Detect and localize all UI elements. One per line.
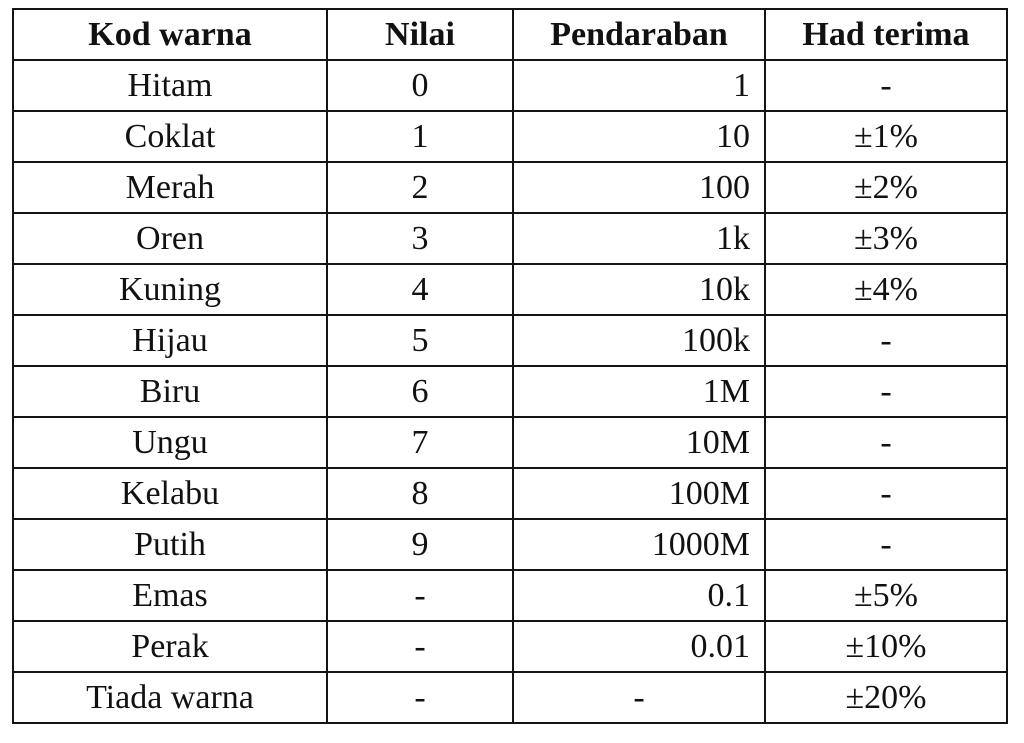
tolerance-cell: - [764, 59, 1008, 112]
color-name-cell: Hitam [12, 59, 328, 112]
column-header-had-terima: Had terima [764, 8, 1008, 61]
table-row: Ungu 7 10M - [12, 416, 1008, 469]
multiplier-cell: - [512, 671, 766, 724]
tolerance-cell: - [764, 467, 1008, 520]
table-row: Kelabu 8 100M - [12, 467, 1008, 520]
multiplier-cell: 1 [512, 59, 766, 112]
value-cell: 5 [326, 314, 514, 367]
color-name-cell: Tiada warna [12, 671, 328, 724]
tolerance-cell: ±10% [764, 620, 1008, 673]
multiplier-cell: 100 [512, 161, 766, 214]
value-cell: 8 [326, 467, 514, 520]
tolerance-cell: ±3% [764, 212, 1008, 265]
value-cell: 6 [326, 365, 514, 418]
multiplier-cell: 1M [512, 365, 766, 418]
color-name-cell: Coklat [12, 110, 328, 163]
color-name-cell: Ungu [12, 416, 328, 469]
color-name-cell: Oren [12, 212, 328, 265]
value-cell: 0 [326, 59, 514, 112]
table-row: Merah 2 100 ±2% [12, 161, 1008, 214]
table-row: Putih 9 1000M - [12, 518, 1008, 571]
table-row: Tiada warna - - ±20% [12, 671, 1008, 724]
table-row: Hitam 0 1 - [12, 59, 1008, 112]
value-cell: 2 [326, 161, 514, 214]
multiplier-cell: 100M [512, 467, 766, 520]
table-row: Hijau 5 100k - [12, 314, 1008, 367]
tolerance-cell: - [764, 518, 1008, 571]
value-cell: - [326, 620, 514, 673]
tolerance-cell: ±20% [764, 671, 1008, 724]
multiplier-cell: 10k [512, 263, 766, 316]
table-header: Kod warna Nilai Pendaraban Had terima [12, 8, 1008, 61]
resistor-color-code-table: Kod warna Nilai Pendaraban Had terima Hi… [12, 8, 1008, 724]
table-row: Biru 6 1M - [12, 365, 1008, 418]
table-row: Coklat 1 10 ±1% [12, 110, 1008, 163]
table-row: Emas - 0.1 ±5% [12, 569, 1008, 622]
tolerance-cell: - [764, 314, 1008, 367]
multiplier-cell: 10 [512, 110, 766, 163]
tolerance-cell: ±2% [764, 161, 1008, 214]
tolerance-cell: - [764, 365, 1008, 418]
color-name-cell: Emas [12, 569, 328, 622]
table-body: Hitam 0 1 - Coklat 1 10 ±1% Merah 2 100 … [12, 59, 1008, 724]
value-cell: - [326, 671, 514, 724]
table-row: Perak - 0.01 ±10% [12, 620, 1008, 673]
multiplier-cell: 1k [512, 212, 766, 265]
column-header-kod-warna: Kod warna [12, 8, 328, 61]
color-name-cell: Kelabu [12, 467, 328, 520]
tolerance-cell: ±1% [764, 110, 1008, 163]
tolerance-cell: ±4% [764, 263, 1008, 316]
color-name-cell: Perak [12, 620, 328, 673]
column-header-nilai: Nilai [326, 8, 514, 61]
column-header-pendaraban: Pendaraban [512, 8, 766, 61]
color-name-cell: Hijau [12, 314, 328, 367]
multiplier-cell: 100k [512, 314, 766, 367]
value-cell: - [326, 569, 514, 622]
multiplier-cell: 10M [512, 416, 766, 469]
value-cell: 3 [326, 212, 514, 265]
value-cell: 9 [326, 518, 514, 571]
color-name-cell: Putih [12, 518, 328, 571]
table-row: Kuning 4 10k ±4% [12, 263, 1008, 316]
multiplier-cell: 0.1 [512, 569, 766, 622]
header-row: Kod warna Nilai Pendaraban Had terima [12, 8, 1008, 61]
multiplier-cell: 1000M [512, 518, 766, 571]
tolerance-cell: - [764, 416, 1008, 469]
table-row: Oren 3 1k ±3% [12, 212, 1008, 265]
tolerance-cell: ±5% [764, 569, 1008, 622]
resistor-color-code-table-container: Kod warna Nilai Pendaraban Had terima Hi… [12, 8, 1008, 724]
value-cell: 7 [326, 416, 514, 469]
value-cell: 1 [326, 110, 514, 163]
value-cell: 4 [326, 263, 514, 316]
color-name-cell: Kuning [12, 263, 328, 316]
multiplier-cell: 0.01 [512, 620, 766, 673]
color-name-cell: Biru [12, 365, 328, 418]
color-name-cell: Merah [12, 161, 328, 214]
